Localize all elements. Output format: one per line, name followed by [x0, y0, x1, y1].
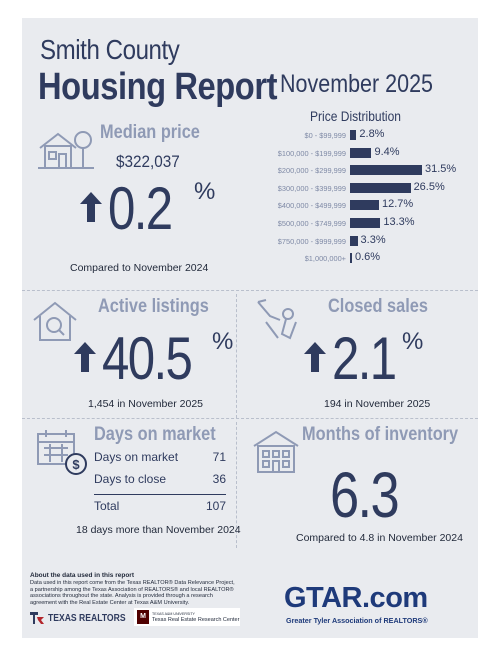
distribution-bar: [350, 253, 352, 264]
divider: [22, 418, 478, 419]
texas-realtors-logo: TEXAS REALTORS: [30, 611, 138, 625]
divider: [236, 422, 237, 548]
building-icon: [253, 430, 299, 473]
title-county: Smith County: [40, 34, 180, 65]
distribution-bar: [350, 165, 422, 176]
distribution-label: $200,000 - $299,999: [277, 166, 346, 176]
distribution-value: 26.5%: [413, 180, 445, 193]
hand-keys-icon: [257, 299, 297, 340]
distribution-value: 12.7%: [382, 198, 414, 211]
active-listings-percent: %: [212, 328, 234, 355]
title-report: Housing Report: [38, 66, 278, 108]
tamu-center-text: Texas Real Estate Research Center: [152, 617, 240, 623]
distribution-label: $500,000 - $749,999: [277, 219, 346, 228]
texas-realtors-mark-icon: [30, 612, 44, 624]
distribution-bar: [350, 218, 381, 228]
distribution-row: $0 - $99,999 2.8%: [258, 128, 478, 142]
svg-text:$: $: [72, 457, 80, 472]
table-rule: [94, 494, 226, 495]
distribution-bar: [350, 147, 372, 158]
tamu-mark-icon: M: [137, 610, 149, 624]
about-title: About the data used in this report: [30, 572, 135, 579]
median-price-caption: Compared to November 2024: [70, 262, 209, 274]
distribution-bar: [350, 200, 380, 211]
distribution-label: $100,000 - $199,999: [277, 148, 346, 158]
price-distribution-title: Price Distribution: [310, 108, 402, 124]
distribution-value: 0.6%: [355, 251, 381, 264]
months-inventory-caption: Compared to 4.8 in November 2024: [296, 532, 463, 544]
days-on-market-title: Days on market: [94, 424, 216, 445]
house-tree-icon: [38, 131, 94, 169]
distribution-label: $300,000 - $399,999: [277, 183, 346, 193]
distribution-value: 3.3%: [360, 233, 386, 246]
house-magnifier-icon: [33, 301, 77, 341]
row-label: Total: [94, 499, 120, 513]
distribution-row: $500,000 - $749,999 13.3%: [258, 216, 478, 230]
report-month: November 2025: [280, 70, 433, 98]
closed-sales-percent: %: [402, 328, 424, 355]
median-price-value: $322,037: [116, 152, 180, 171]
distribution-row: $300,000 - $399,999 26.5%: [258, 181, 478, 195]
arrow-up-icon: [304, 342, 326, 372]
distribution-bar: [350, 182, 411, 193]
distribution-row: $1,000,000+ 0.6%: [258, 251, 478, 265]
row-value: 71: [212, 450, 226, 464]
distribution-value: 13.3%: [383, 216, 415, 228]
report-sheet: Smith County Housing Report November 202…: [22, 18, 478, 638]
median-price-title: Median price: [100, 122, 200, 143]
distribution-value: 31.5%: [425, 163, 457, 176]
row-label: Days to close: [94, 472, 167, 486]
closed-sales-title: Closed sales: [328, 296, 428, 317]
divider: [236, 294, 237, 418]
months-inventory-value: 6.3: [330, 459, 400, 531]
days-on-market-table: Days on market 71 Days to close 36 Total…: [94, 446, 226, 517]
distribution-row: $750,000 - $999,999 3.3%: [258, 234, 478, 248]
gtar-tagline: Greater Tyler Association of REALTORS®: [286, 616, 428, 625]
distribution-label: $400,000 - $499,999: [277, 201, 346, 211]
tamu-logo: M TEXAS A&M UNIVERSITY Texas Real Estate…: [134, 608, 240, 626]
table-row: Total 107: [94, 495, 226, 517]
closed-sales-change: 2.1: [332, 325, 397, 392]
days-on-market-caption: 18 days more than November 2024: [76, 524, 241, 536]
table-row: Days on market 71: [94, 446, 226, 468]
median-price-percent: %: [194, 178, 216, 205]
divider: [22, 290, 478, 291]
active-listings-change: 40.5: [102, 325, 193, 392]
median-price-change: 0.2: [108, 175, 173, 242]
distribution-row: $200,000 - $299,999 31.5%: [258, 163, 478, 177]
distribution-bar: [350, 130, 357, 140]
closed-sales-caption: 194 in November 2025: [324, 398, 431, 410]
months-inventory-title: Months of inventory: [302, 424, 459, 445]
arrow-up-icon: [80, 192, 102, 222]
active-listings-caption: 1,454 in November 2025: [88, 398, 203, 410]
table-row: Days to close 36: [94, 468, 226, 490]
distribution-bar: [350, 235, 358, 246]
about-text: Data used in this report come from the T…: [30, 580, 235, 606]
distribution-value: 2.8%: [359, 128, 385, 140]
distribution-row: $400,000 - $499,999 12.7%: [258, 198, 478, 212]
row-value: 107: [205, 499, 226, 513]
distribution-row: $100,000 - $199,999 9.4%: [258, 146, 478, 160]
gtar-logo[interactable]: GTAR.com: [284, 582, 428, 614]
distribution-label: $1,000,000+: [304, 254, 346, 264]
row-value: 36: [212, 472, 226, 486]
calendar-dollar-icon: $: [37, 430, 87, 475]
arrow-up-icon: [74, 342, 96, 372]
tamu-university-text: TEXAS A&M UNIVERSITY: [152, 612, 195, 616]
active-listings-title: Active listings: [98, 296, 209, 317]
distribution-value: 9.4%: [374, 145, 400, 158]
texas-realtors-text: TEXAS REALTORS: [48, 612, 126, 624]
distribution-label: $750,000 - $999,999: [277, 236, 346, 246]
row-label: Days on market: [94, 450, 179, 464]
distribution-label: $0 - $99,999: [304, 131, 346, 140]
